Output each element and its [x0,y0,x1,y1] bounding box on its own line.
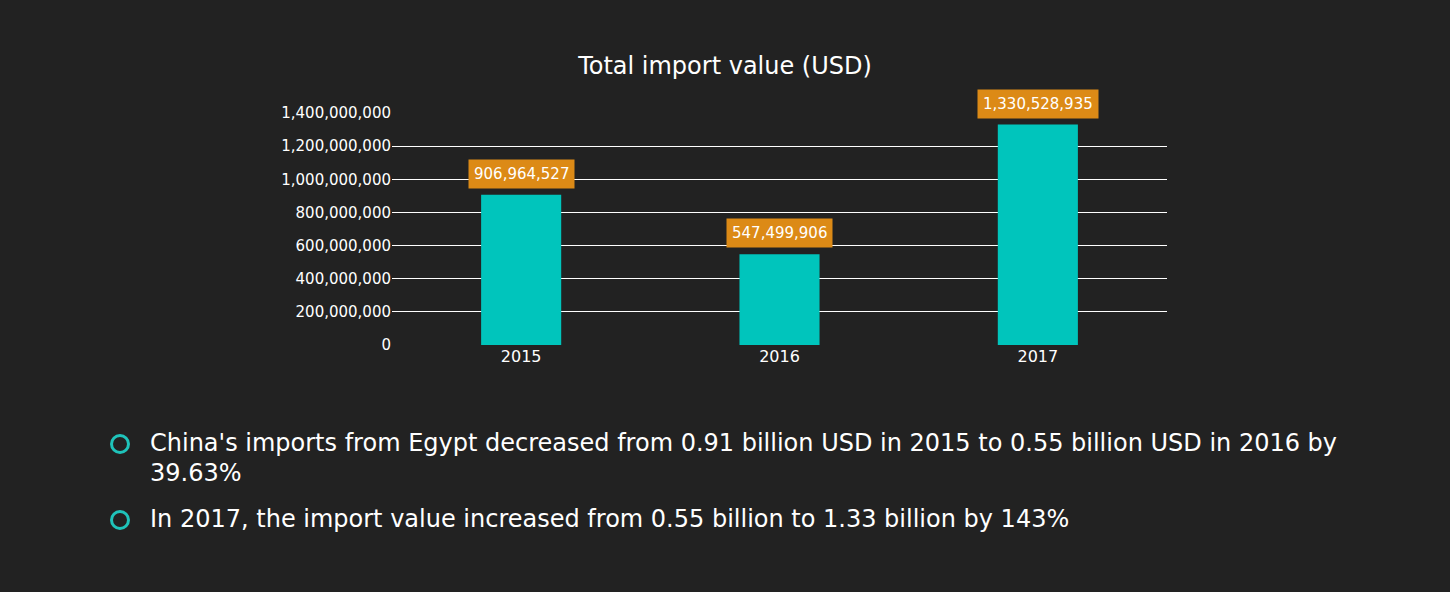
svg-text:800,000,000: 800,000,000 [296,204,391,222]
html-text:China's imports from Egypt dec: China's imports from Egypt decreased fro… [150,429,1337,487]
svg-text:400,000,000: 400,000,000 [296,270,391,288]
svg-text:1,330,528,935: 1,330,528,935 [983,95,1093,113]
svg-text:1,000,000,000: 1,000,000,000 [281,171,391,189]
svg-text:906,964,527: 906,964,527 [474,165,569,183]
svg-text:200,000,000: 200,000,000 [296,303,391,321]
svg-text:2015: 2015 [501,347,542,366]
svg-text:1,400,000,000: 1,400,000,000 [281,104,391,122]
svg-text:0: 0 [381,336,391,354]
svg-text:2017: 2017 [1017,347,1058,366]
svg-text:1,200,000,000: 1,200,000,000 [281,137,391,155]
svg-text:547,499,906: 547,499,906 [732,224,827,242]
svg-text:2016: 2016 [759,347,800,366]
html-text:In 2017, the import value incr: In 2017, the import value increased from… [150,505,1070,533]
svg-text:600,000,000: 600,000,000 [296,237,391,255]
svg-text:Total import value (USD): Total import value (USD) [577,52,872,80]
